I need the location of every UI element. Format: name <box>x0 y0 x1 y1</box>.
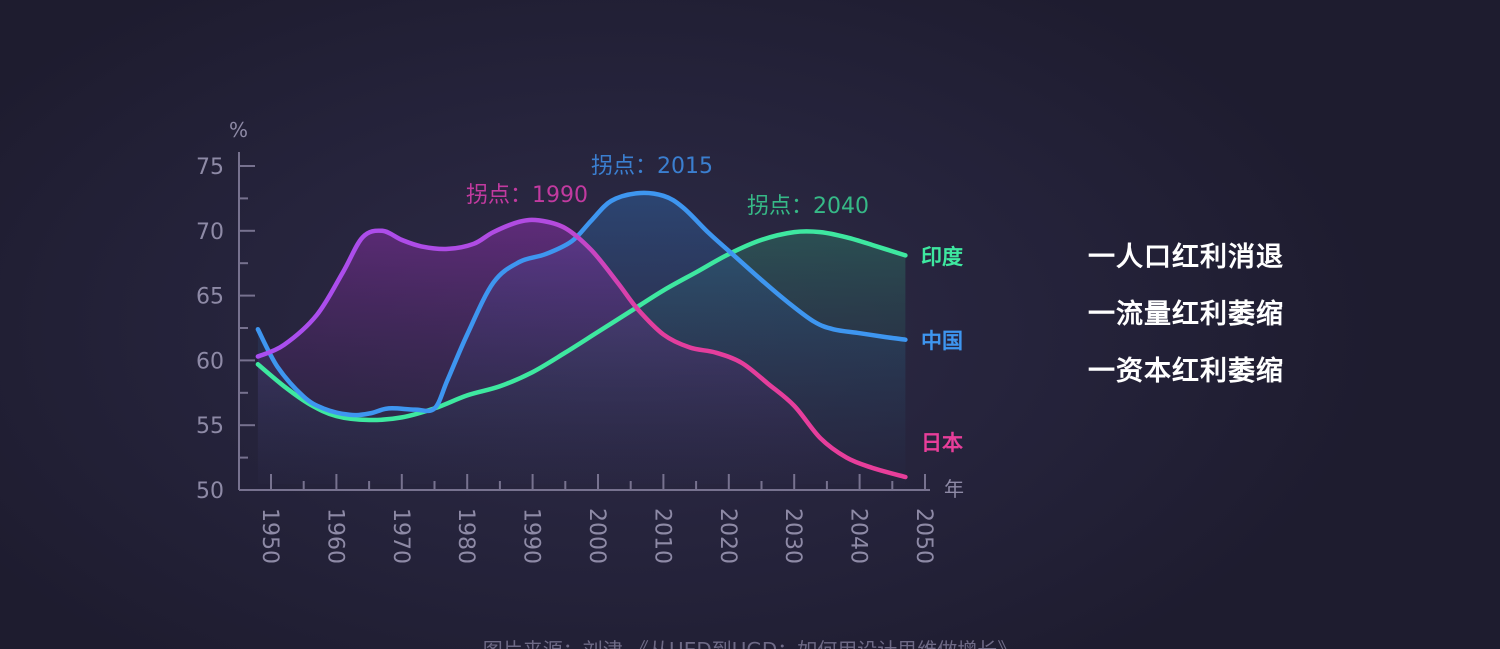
x-tick-label: 1990 <box>519 508 544 564</box>
y-tick-label: 60 <box>196 349 224 374</box>
source-note: 图片来源：刘津 《从UED到UGD：如何用设计思维做增长》 <box>0 634 1500 649</box>
x-tick-label: 2020 <box>715 508 740 564</box>
bullet-item: 一流量红利萎缩 <box>1088 299 1284 330</box>
inflection-annotation: 拐点：1990 <box>466 183 588 208</box>
series-line <box>255 229 908 423</box>
y-axis-label: % <box>229 118 248 142</box>
series-label: 中国 <box>921 329 963 353</box>
x-tick-label: 2000 <box>584 508 609 564</box>
series-label: 日本 <box>921 431 963 455</box>
x-tick-label: 1970 <box>388 508 413 564</box>
x-tick-label: 2050 <box>911 508 936 564</box>
bullet-item: 一资本红利萎缩 <box>1088 356 1284 387</box>
series-line <box>255 217 908 480</box>
bullet-list: 一人口红利消退 一流量红利萎缩 一资本红利萎缩 <box>1088 238 1284 409</box>
x-tick-label: 1950 <box>257 508 282 564</box>
y-tick-label: 70 <box>196 220 224 245</box>
inflection-annotation: 拐点：2015 <box>591 154 713 179</box>
y-tick-label: 75 <box>196 155 224 180</box>
inflection-annotation: 拐点：2040 <box>747 194 869 219</box>
x-tick-label: 2030 <box>780 508 805 564</box>
x-tick-label: 1980 <box>453 508 478 564</box>
series-line <box>255 190 908 418</box>
y-tick-label: 65 <box>196 285 224 310</box>
x-tick-label: 2040 <box>846 508 871 564</box>
y-tick-label: 50 <box>196 479 224 504</box>
x-tick-label: 2010 <box>649 508 674 564</box>
x-axis-label: 年 <box>944 477 964 501</box>
series-label: 印度 <box>921 245 963 269</box>
x-tick-label: 1960 <box>322 508 347 564</box>
series-area <box>257 219 906 484</box>
y-tick-label: 55 <box>196 414 224 439</box>
bullet-item: 一人口红利消退 <box>1088 242 1284 273</box>
